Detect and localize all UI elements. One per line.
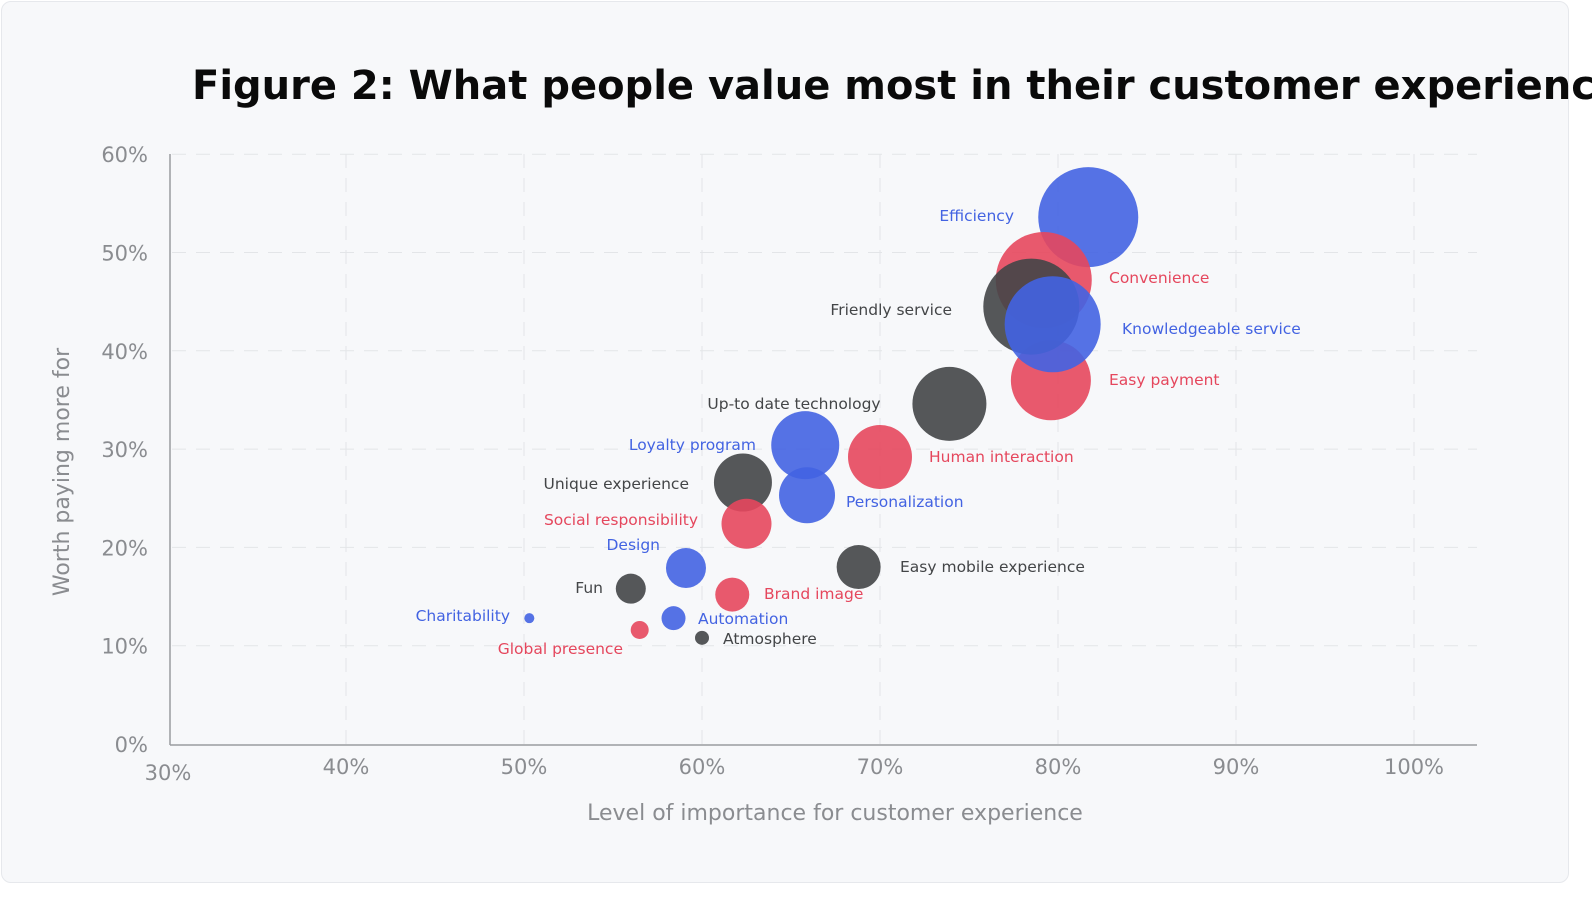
y-tick-label: 30% — [101, 438, 148, 462]
bubble — [524, 613, 535, 624]
bubble-label: Up-to date technology — [707, 395, 880, 413]
bubble — [695, 630, 709, 645]
bubble — [715, 577, 750, 612]
y-axis-label: Worth paying more for — [50, 347, 75, 596]
bubble — [1004, 276, 1101, 373]
bubble-label: Friendly service — [830, 301, 952, 319]
point-labels: Efficiency Easy payment Convenience Friendl… — [416, 207, 1301, 658]
bubble-label: Fun — [575, 579, 603, 597]
bubble-label: Unique experience — [543, 475, 689, 493]
bubble — [713, 453, 772, 512]
y-tick-label: 10% — [101, 635, 148, 659]
chart-title: Figure 2: What people value most in thei… — [192, 63, 1592, 109]
bubble — [836, 545, 881, 590]
bubble-label: Loyalty program — [629, 436, 756, 454]
bubble-label: Social responsibility — [544, 511, 698, 529]
bubble — [912, 366, 987, 441]
x-tick-label: 90% — [1213, 755, 1260, 779]
x-tick-label: 100% — [1384, 755, 1444, 779]
bubble-label: Atmosphere — [723, 630, 817, 648]
y-tick-label: 40% — [101, 340, 148, 364]
bubble-label: Human interaction — [929, 448, 1074, 466]
y-tick-label: 50% — [101, 242, 148, 266]
y-tick-label: 60% — [101, 143, 148, 167]
x-tick-label: 70% — [857, 755, 904, 779]
bubble — [848, 424, 912, 489]
bubble — [630, 620, 649, 639]
bubble — [665, 548, 706, 589]
bubble — [615, 573, 646, 604]
bubble — [661, 606, 686, 631]
bubble-label: Easy payment — [1109, 371, 1220, 389]
bubble-label: Design — [606, 536, 660, 554]
bubble-label: Easy mobile experience — [900, 558, 1085, 576]
y-tick-label: 0% — [115, 733, 148, 757]
x-axis-label: Level of importance for customer experie… — [587, 801, 1083, 826]
x-tick-label: 40% — [323, 755, 370, 779]
bubble-label: Charitability — [416, 607, 510, 625]
x-tick-label: 80% — [1035, 755, 1082, 779]
bubble — [721, 498, 772, 549]
bubble-label: Automation — [698, 610, 788, 628]
x-tick-label: 50% — [501, 755, 548, 779]
bubble — [771, 411, 840, 480]
bubble-label: Brand image — [764, 585, 863, 603]
bubbles — [524, 167, 1139, 645]
bubble-label: Personalization — [846, 493, 964, 511]
x-tick-label: 60% — [679, 755, 726, 779]
bubble — [779, 467, 836, 524]
bubble-label: Convenience — [1109, 269, 1209, 287]
y-tick-label: 20% — [101, 536, 148, 560]
bubble-label: Knowledgeable service — [1122, 320, 1301, 338]
bubble-label: Efficiency — [939, 207, 1014, 225]
axes: 0% 10% 20% 30% 40% 50% 60% 30% 40% 50% 60% 70% 80% 90… — [101, 143, 1477, 785]
bubble-label: Global presence — [498, 640, 623, 658]
x-tick-label: 30% — [145, 761, 192, 785]
